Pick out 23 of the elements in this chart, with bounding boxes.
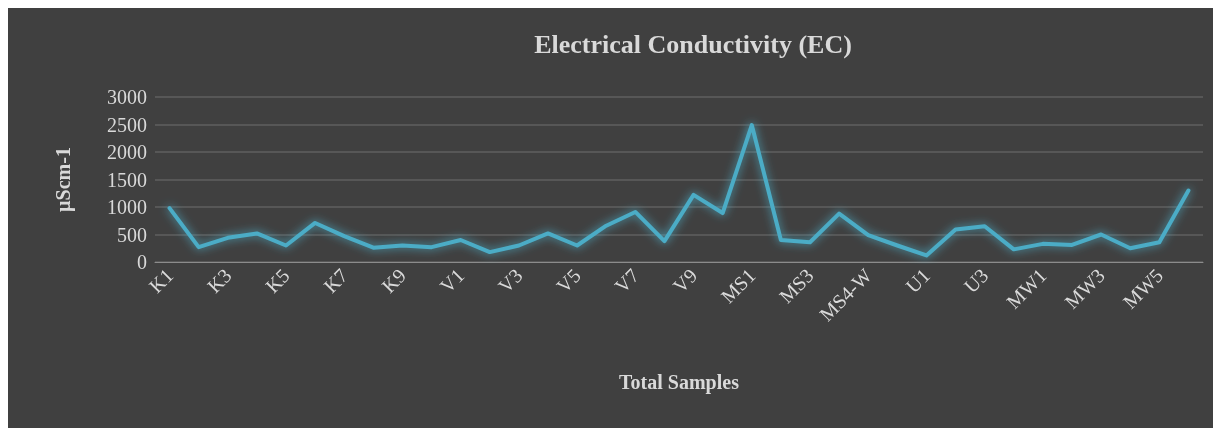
line-series bbox=[167, 123, 1191, 258]
y-tick-label: 2500 bbox=[107, 113, 147, 136]
x-tick-label: K3 bbox=[202, 264, 236, 298]
x-tick-label: V7 bbox=[610, 264, 644, 298]
y-tick-label: 0 bbox=[137, 251, 147, 273]
x-tick-label: MS1 bbox=[716, 264, 760, 308]
x-tick-label: V5 bbox=[552, 264, 585, 298]
y-axis-title: µScm-1 bbox=[52, 147, 75, 212]
x-tick-label: U1 bbox=[901, 264, 935, 298]
y-tick-label: 500 bbox=[117, 223, 147, 246]
x-tick-label: K7 bbox=[319, 264, 352, 298]
chart-title: Electrical Conductivity (EC) bbox=[534, 29, 852, 59]
x-tick-label: V3 bbox=[493, 264, 527, 298]
y-tick-label: 3000 bbox=[107, 86, 147, 108]
y-tick-label: 1500 bbox=[107, 168, 147, 191]
y-tick-label: 1000 bbox=[107, 196, 147, 218]
x-axis-title: Total Samples bbox=[619, 371, 740, 394]
y-tick-label: 2000 bbox=[107, 141, 147, 163]
x-tick-label: U3 bbox=[959, 264, 993, 298]
x-tick-label: K5 bbox=[260, 264, 294, 298]
x-tick-label: V1 bbox=[435, 264, 469, 298]
x-tick-label: V9 bbox=[668, 264, 702, 298]
x-tick-label: K9 bbox=[377, 264, 411, 298]
